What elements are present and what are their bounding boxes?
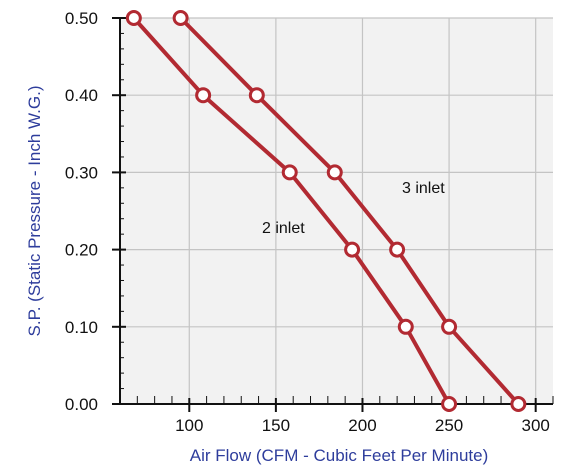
data-point [125, 10, 142, 26]
data-point [510, 396, 527, 412]
data-point [441, 396, 458, 412]
data-point [281, 164, 298, 181]
y-tick-label: 0.10 [65, 318, 98, 337]
labels: 2 inlet 3 inlet [262, 180, 445, 237]
series-line [132, 16, 451, 405]
x-tick-label: 200 [348, 416, 376, 435]
data-point [397, 318, 414, 335]
data-point [344, 241, 361, 258]
y-tick-label: 0.00 [65, 395, 98, 414]
x-tick-label: 250 [435, 416, 463, 435]
data-point [172, 10, 189, 26]
x-tick-label: 150 [262, 416, 290, 435]
data-point [248, 87, 265, 104]
x-tick-label: 300 [521, 416, 549, 435]
series-label: 2 inlet [262, 220, 305, 237]
data-point [441, 318, 458, 335]
y-axis-title: S.P. (Static Pressure - Inch W.G.) [25, 86, 44, 337]
series-label: 3 inlet [402, 180, 445, 197]
y-tick-label: 0.20 [65, 241, 98, 260]
axes [119, 18, 553, 405]
y-tick-label: 0.40 [65, 86, 98, 105]
ticks: 0.00 0.10 0.20 0.30 0.40 0.50 100 150 200 250 300 [65, 9, 554, 435]
data-point [326, 164, 343, 181]
x-tick-label: 100 [175, 416, 203, 435]
series-points [125, 10, 527, 412]
data-point [389, 241, 406, 258]
y-tick-label: 0.50 [65, 9, 98, 28]
y-tick-label: 0.30 [65, 163, 98, 182]
series-line [179, 16, 520, 406]
data-point [195, 87, 212, 104]
series-lines [132, 16, 520, 406]
x-axis-title: Air Flow (CFM - Cubic Feet Per Minute) [190, 446, 489, 465]
